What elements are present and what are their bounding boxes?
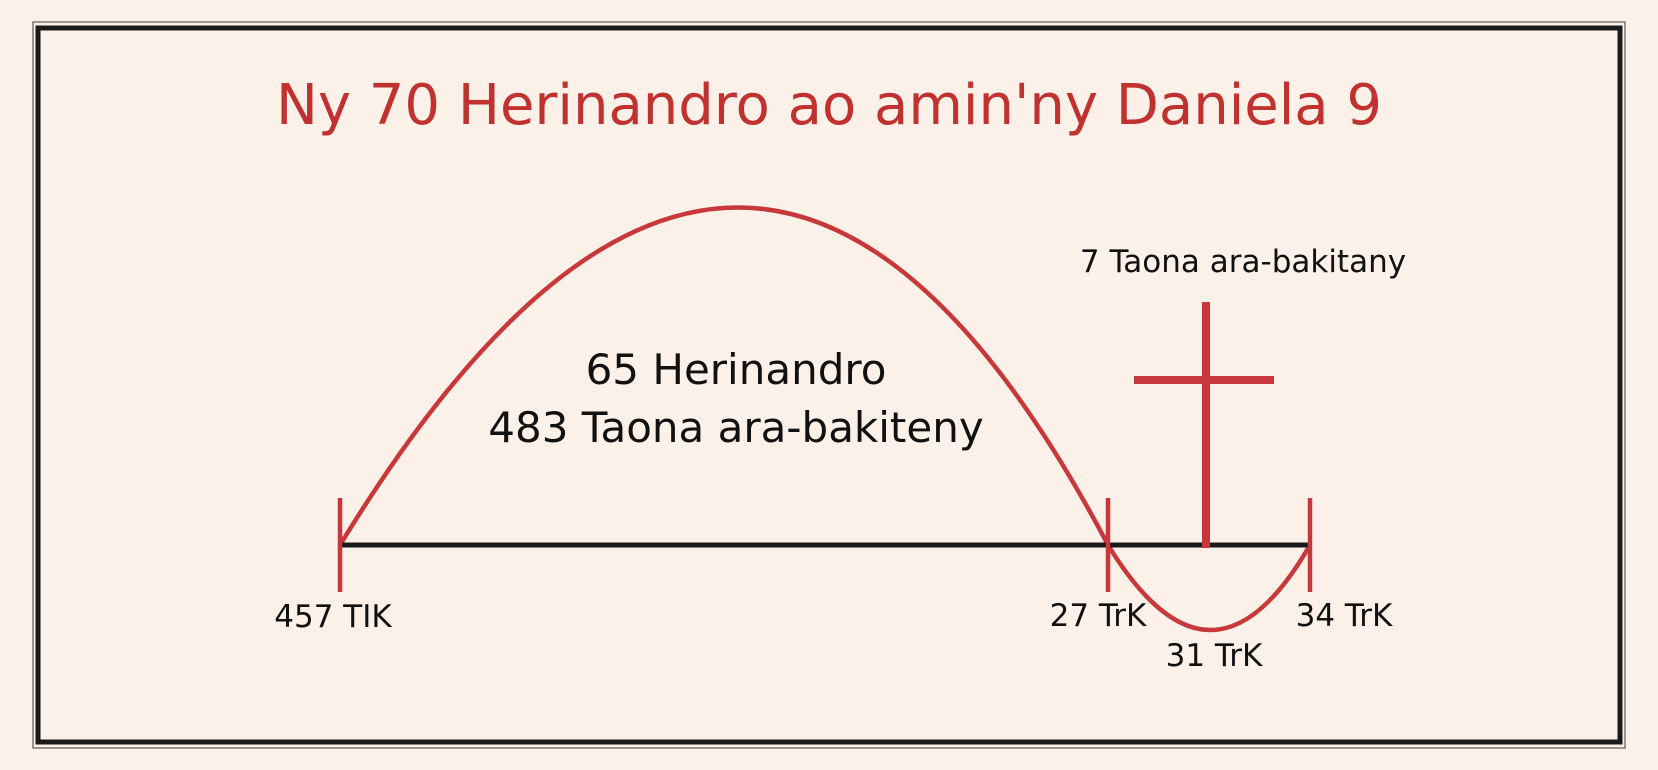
arc-label-years: 483 Taona ara-bakiteny bbox=[488, 403, 983, 452]
outer-frame bbox=[32, 21, 1626, 749]
diagram-title: Ny 70 Herinandro ao amin'ny Daniela 9 bbox=[276, 73, 1382, 138]
label-end-date: 34 TrK bbox=[1296, 598, 1393, 634]
final-week-arc bbox=[1106, 543, 1312, 633]
inner-frame bbox=[35, 25, 1623, 745]
final-week-label: 7 Taona ara-bakitany bbox=[1080, 244, 1406, 280]
cross-icon bbox=[1134, 302, 1274, 548]
label-baptism-date: 27 TrK bbox=[1050, 598, 1147, 634]
label-start-date: 457 TIK bbox=[274, 599, 392, 635]
main-period-arc bbox=[338, 205, 1110, 547]
arc-label-weeks: 65 Herinandro bbox=[586, 345, 887, 394]
label-cross-date: 31 TrK bbox=[1166, 638, 1263, 674]
